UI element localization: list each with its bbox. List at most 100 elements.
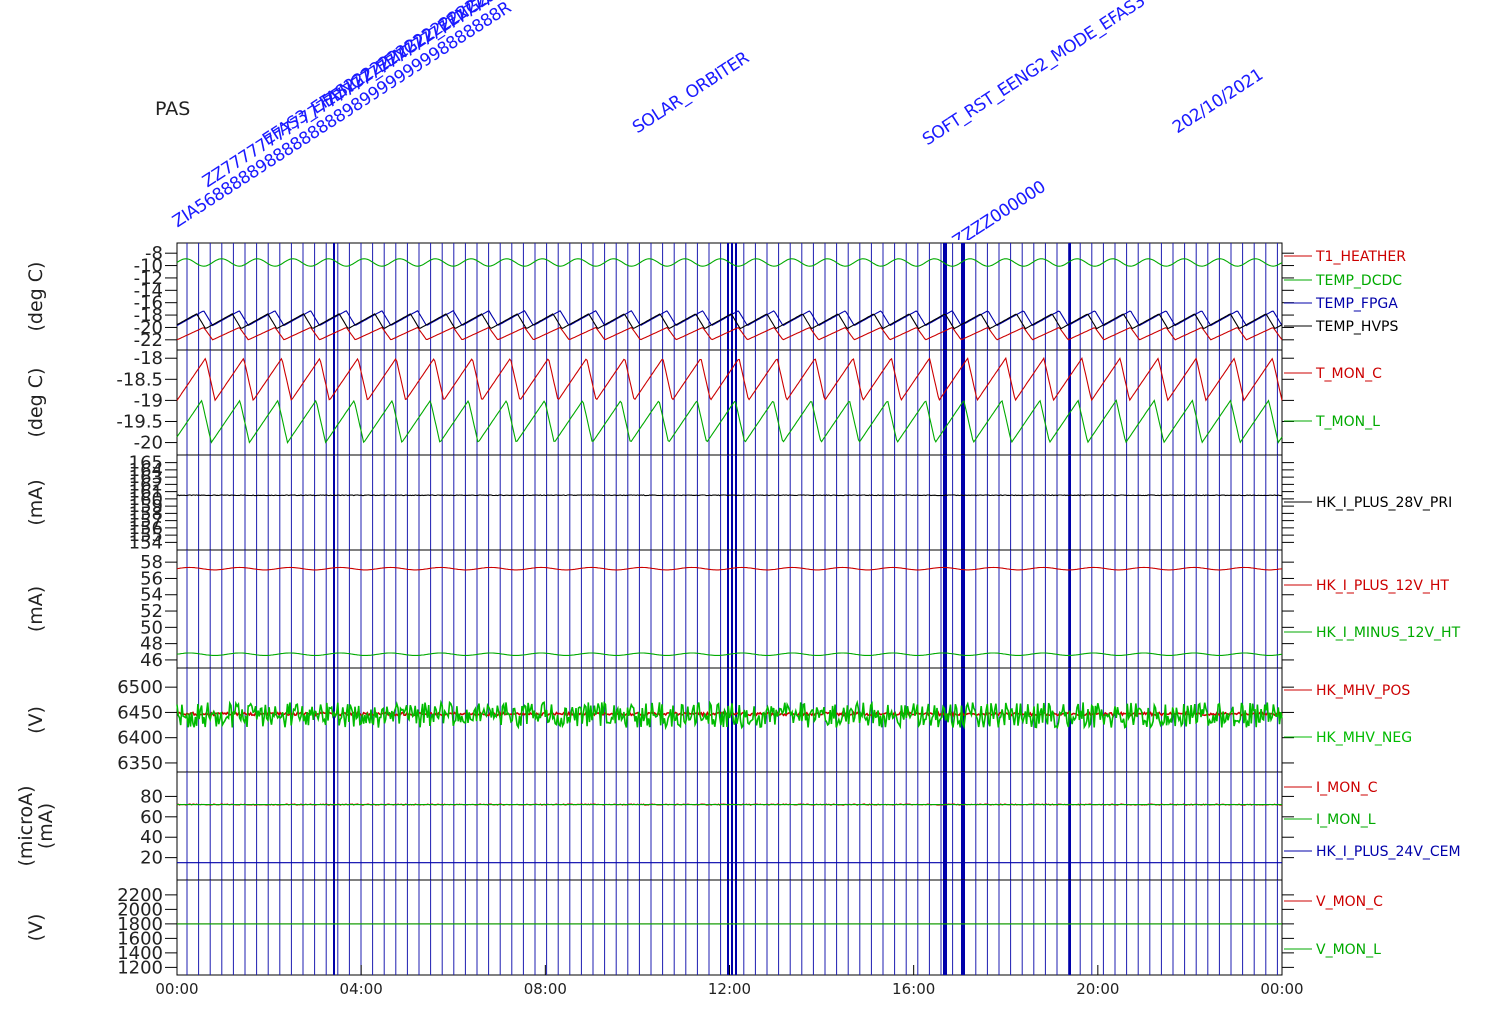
y-tick-label: 20 — [140, 848, 163, 869]
y-tick-label: 2200 — [117, 885, 163, 906]
y-tick-label: 1200 — [117, 957, 163, 978]
y-tick-label: 1800 — [117, 914, 163, 935]
y-tick-label: 154 — [129, 532, 163, 553]
legend-entry: V_MON_L — [1316, 942, 1381, 958]
series-line — [176, 258, 1283, 267]
y-tick-label: -22 — [134, 330, 163, 351]
panel-2: -18-18.5-19-19.5-20 (deg C) T_MON_C T_MON_L — [25, 348, 1382, 456]
y-tick-label: 157 — [129, 511, 163, 532]
y-tick-label: -8 — [145, 243, 163, 264]
legend-entry: HK_I_MINUS_12V_HT — [1316, 625, 1461, 641]
legend-entry: T_MON_L — [1315, 414, 1380, 430]
y-axis-label: (mA) — [25, 586, 47, 632]
y-tick-label: 162 — [129, 474, 163, 495]
y-tick-label: 40 — [140, 827, 163, 848]
series-line — [176, 399, 1283, 444]
y-tick-label: -16 — [134, 293, 163, 314]
y-tick-label: 163 — [129, 467, 163, 488]
series-line — [176, 652, 1283, 656]
panel-1: -8-10-12-14-16-18-20-22 (deg C) T1_HEATHER… — [25, 242, 1406, 351]
y-tick-label: 156 — [129, 518, 163, 539]
y-tick-label: 50 — [140, 617, 163, 638]
y-tick-label: 46 — [140, 650, 163, 671]
legend-entry: HK_I_PLUS_24V_CEM — [1316, 844, 1461, 860]
y-tick-label: 1400 — [117, 943, 163, 964]
y-tick-label: 158 — [129, 503, 163, 524]
y-tick-label: 6350 — [117, 753, 163, 774]
legend-entry: TEMP_HVPS — [1315, 319, 1398, 335]
y-tick-label: 6450 — [117, 702, 163, 723]
panel-5: 6500 6450 6400 6350 (V) HK_MHV_POS HK_MHV_NEG — [25, 667, 1412, 774]
y-tick-label: 52 — [140, 601, 163, 622]
x-tick-label: 08:00 — [524, 980, 567, 998]
y-tick-label: -18.5 — [116, 369, 163, 390]
y-tick-label: 159 — [129, 496, 163, 517]
y-axis-label: (mA) — [25, 479, 47, 525]
y-tick-label: -14 — [134, 280, 163, 301]
legend-entry: HK_MHV_NEG — [1316, 730, 1412, 746]
series-line — [176, 309, 1283, 327]
y-tick-label: 155 — [129, 525, 163, 546]
y-axis-label: (deg C) — [25, 368, 47, 438]
y-tick-label: 80 — [140, 786, 163, 807]
y-tick-label: 2000 — [117, 899, 163, 920]
y-tick-label: 6400 — [117, 728, 163, 749]
y-tick-label: 56 — [140, 568, 163, 589]
legend-entry: I_MON_C — [1316, 780, 1378, 796]
y-tick-label: 48 — [140, 634, 163, 655]
y-tick-label: 164 — [129, 460, 163, 481]
legend-entry: HK_I_PLUS_12V_HT — [1316, 578, 1449, 594]
series-line — [176, 326, 1283, 341]
y-tick-label: -20 — [134, 317, 163, 338]
y-axis-label: (deg C) — [25, 262, 47, 332]
legend-entry: T_MON_C — [1315, 366, 1382, 382]
y-tick-label: -12 — [134, 268, 163, 289]
y-tick-label: 58 — [140, 552, 163, 573]
y-tick-label: -18 — [134, 348, 163, 369]
legend-entry: HK_MHV_POS — [1316, 683, 1410, 699]
y-tick-label: 1600 — [117, 928, 163, 949]
y-tick-label: -18 — [134, 305, 163, 326]
y-tick-label: 161 — [129, 482, 163, 503]
panel-frame — [176, 771, 1283, 881]
y-axis-label: (mA) — [35, 803, 57, 849]
y-tick-label: 6500 — [117, 677, 163, 698]
y-tick-label: -19.5 — [116, 411, 163, 432]
y-axis-label: (V) — [25, 914, 47, 942]
x-tick-label: 20:00 — [1076, 980, 1119, 998]
figure-title: PAS — [155, 98, 191, 120]
y-tick-label: 54 — [140, 585, 163, 606]
y-tick-label: 160 — [129, 489, 163, 510]
legend-entry: V_MON_C — [1316, 894, 1383, 910]
x-tick-label: 00:00 — [1260, 980, 1303, 998]
series-line — [176, 356, 1283, 402]
y-axis-label: (V) — [25, 706, 47, 734]
y-tick-label: 60 — [140, 807, 163, 828]
series-line — [176, 566, 1283, 571]
legend-entry: TEMP_DCDC — [1315, 273, 1402, 289]
y-tick-label: 165 — [129, 453, 163, 474]
x-tick-label: 16:00 — [892, 980, 935, 998]
legend-entry: HK_I_PLUS_28V_PRI — [1316, 495, 1452, 511]
panel-frame — [176, 879, 1283, 976]
y-tick-label: -19 — [134, 390, 163, 411]
series-line — [176, 313, 1283, 330]
y-tick-label: -10 — [134, 256, 163, 277]
legend-entry: I_MON_L — [1316, 812, 1376, 828]
series-line — [176, 494, 1283, 497]
y-tick-label: -20 — [134, 433, 163, 454]
x-tick-label: 12:00 — [708, 980, 751, 998]
series-line — [176, 699, 1283, 731]
x-tick-label: 00:00 — [155, 980, 198, 998]
panel-frame — [176, 667, 1283, 773]
legend-entry: TEMP_FPGA — [1315, 296, 1398, 312]
panel-frame — [176, 454, 1283, 551]
y-axis-label: (microA) — [15, 785, 37, 866]
legend-entry: T1_HEATHER — [1315, 249, 1406, 265]
x-tick-label: 04:00 — [340, 980, 383, 998]
